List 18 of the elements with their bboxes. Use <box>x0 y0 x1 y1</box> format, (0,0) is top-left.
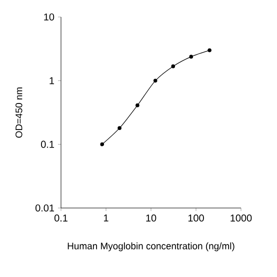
x-tick-label: 0.1 <box>54 214 68 222</box>
point <box>171 64 176 68</box>
x-tick-label: 1 <box>104 214 108 222</box>
x-tick-label: 100 <box>188 214 204 222</box>
point <box>189 54 194 59</box>
y-axis-title: OD=450 nm <box>16 87 22 138</box>
point <box>136 103 140 108</box>
point <box>100 142 104 146</box>
point <box>208 48 212 52</box>
x-axis-title: Human Myoglobin concentration (ng/ml) <box>68 242 234 252</box>
x-tick-label: 1000 <box>230 214 252 222</box>
y-tick-label: 1 <box>50 77 54 84</box>
y-tick-label: 0.1 <box>41 140 54 148</box>
point <box>153 78 158 83</box>
y-tick-label: 0.01 <box>35 204 54 212</box>
point <box>118 126 122 130</box>
y-tick-label: 10 <box>44 13 54 21</box>
x-tick-label: 10 <box>146 214 156 222</box>
